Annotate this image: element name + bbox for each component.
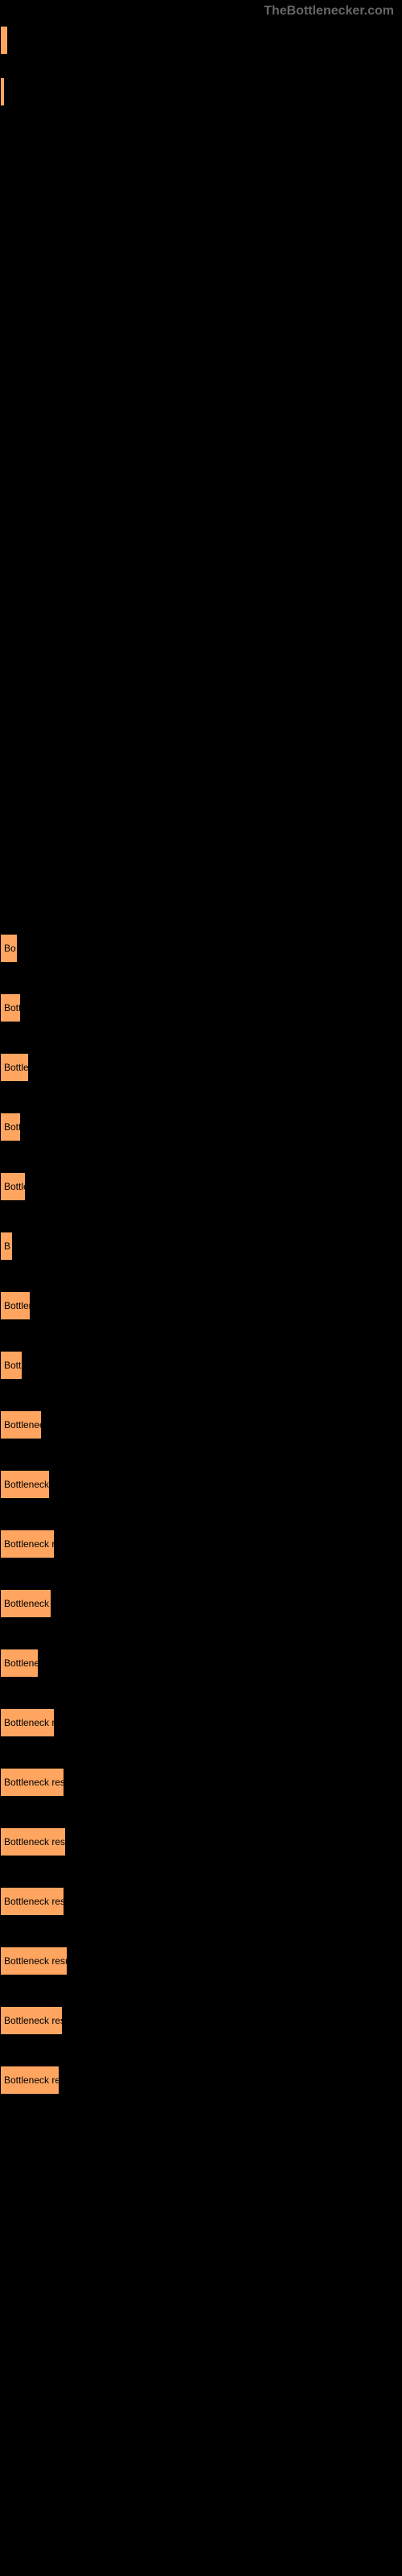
- spacer: [0, 1922, 402, 1946]
- spacer: [0, 1744, 402, 1768]
- bar-row: Bottleneck result: [0, 1946, 402, 1975]
- bar-row: Bottlen: [0, 1291, 402, 1320]
- bar-row: B: [0, 1232, 402, 1261]
- spacer: [0, 129, 402, 934]
- spacer: [0, 1446, 402, 1470]
- spacer: [0, 2041, 402, 2066]
- bar: Bottleneck resu: [0, 1530, 55, 1558]
- spacer: [0, 1982, 402, 2006]
- spacer: [0, 1148, 402, 1172]
- bar: Bottleneck res: [0, 1589, 51, 1618]
- bar: Bottleneck result: [0, 1768, 64, 1797]
- bar-row: Bo: [0, 934, 402, 963]
- bar: Bott: [0, 1113, 21, 1141]
- bar-row: Bottleneck r: [0, 1410, 402, 1439]
- bar: Bottleneck result: [0, 2006, 63, 2035]
- bar-row: [0, 26, 402, 55]
- bar: Bottleneck result: [0, 1887, 64, 1916]
- bar: Bottleneck: [0, 1649, 39, 1678]
- spacer: [0, 1208, 402, 1232]
- bar-row: Bottleneck result: [0, 1768, 402, 1797]
- bar: [0, 26, 8, 55]
- spacer: [0, 1386, 402, 1410]
- bar-row: Bottleneck resul: [0, 2066, 402, 2095]
- spacer: [0, 1684, 402, 1708]
- bar: B: [0, 1232, 13, 1261]
- spacer: [0, 2101, 402, 2125]
- bar-row: Bottl: [0, 1351, 402, 1380]
- spacer: [0, 1029, 402, 1053]
- bar-row: Bottleneck result: [0, 2006, 402, 2035]
- bar: Bottleneck re: [0, 1470, 50, 1499]
- bar: Bottleneck r: [0, 1410, 42, 1439]
- bar-row: Bott: [0, 1113, 402, 1141]
- top-bars-group: [0, 26, 402, 129]
- bar: Bottleneck result: [0, 1946, 68, 1975]
- spacer: [0, 1267, 402, 1291]
- bar-row: Bottleneck re: [0, 1470, 402, 1499]
- bar-row: Bottlen: [0, 1053, 402, 1082]
- spacer: [0, 1803, 402, 1827]
- bar-row: Bott: [0, 993, 402, 1022]
- bar: Bottlen: [0, 1291, 31, 1320]
- main-bars-group: Bo Bott Bottlen Bott Bottle B Bottlen Bottl Bott…: [0, 934, 402, 2125]
- spacer: [0, 1088, 402, 1113]
- bar: Bottleneck resu: [0, 1708, 55, 1737]
- bar-row: Bottleneck result: [0, 1827, 402, 1856]
- bar: Bottleneck resul: [0, 2066, 59, 2095]
- bar: Bottleneck result: [0, 1827, 66, 1856]
- bar: Bottlen: [0, 1053, 29, 1082]
- spacer: [0, 1327, 402, 1351]
- spacer: [0, 1565, 402, 1589]
- bar-row: Bottleneck res: [0, 1589, 402, 1618]
- watermark-text: TheBottlenecker.com: [264, 4, 394, 19]
- bar-row: [0, 77, 402, 106]
- bar: Bo: [0, 934, 18, 963]
- bar: Bott: [0, 993, 21, 1022]
- bar-row: Bottleneck resu: [0, 1530, 402, 1558]
- bar: [0, 77, 5, 106]
- bar: Bottl: [0, 1351, 23, 1380]
- bar-row: Bottle: [0, 1172, 402, 1201]
- spacer: [0, 1863, 402, 1887]
- spacer: [0, 969, 402, 993]
- bar-row: Bottleneck resu: [0, 1708, 402, 1737]
- spacer: [0, 1505, 402, 1530]
- bar-row: Bottleneck result: [0, 1887, 402, 1916]
- spacer: [0, 1624, 402, 1649]
- bar: Bottle: [0, 1172, 26, 1201]
- bar-row: Bottleneck: [0, 1649, 402, 1678]
